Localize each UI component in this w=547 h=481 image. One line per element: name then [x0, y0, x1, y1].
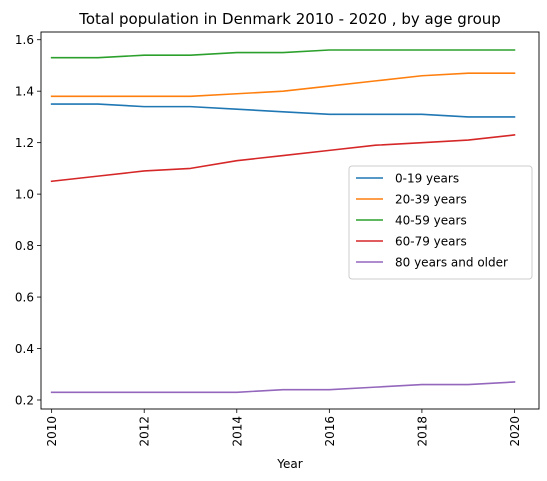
- legend-entry-2: 20-39 years: [395, 192, 467, 206]
- x-tick-label: 2010: [45, 416, 59, 447]
- series-line-2: [50, 72, 516, 98]
- y-tick-label: 1.4: [15, 84, 34, 98]
- x-tick-label: 2012: [138, 416, 152, 447]
- series-line-3: [50, 49, 516, 59]
- x-tick-label: 2020: [508, 416, 522, 447]
- y-tick-label: 1.0: [15, 187, 34, 201]
- x-tick-label: 2014: [230, 416, 244, 447]
- chart-title: Total population in Denmark 2010 - 2020 …: [78, 10, 501, 28]
- legend-entry-1: 0-19 years: [395, 171, 459, 185]
- x-axis-label: Year: [276, 457, 302, 471]
- legend-entry-5: 80 years and older: [395, 255, 508, 269]
- x-tick-label: 2018: [415, 416, 429, 447]
- plot-frame: [40, 31, 540, 410]
- y-tick-label: 0.6: [15, 290, 34, 304]
- series-line-1: [50, 103, 516, 118]
- y-tick-label: 0.4: [15, 342, 34, 356]
- series-line-5: [50, 381, 516, 394]
- y-tick-label: 0.2: [15, 393, 34, 407]
- y-tick-label: 0.8: [15, 239, 34, 253]
- legend: 0-19 years 20-39 years 40-59 years 60-79 ye…: [348, 165, 533, 280]
- plot-lines: [50, 49, 516, 394]
- x-axis: 2010 2012 2014 2016 2018 2020: [45, 409, 522, 447]
- legend-box: [348, 165, 533, 280]
- y-tick-label: 1.6: [15, 33, 34, 47]
- legend-entry-3: 40-59 years: [395, 213, 467, 227]
- y-tick-label: 1.2: [15, 136, 34, 150]
- series-line-4: [50, 134, 516, 183]
- x-tick-label: 2016: [323, 416, 337, 447]
- legend-entry-4: 60-79 years: [395, 234, 467, 248]
- y-axis: 0.2 0.4 0.6 0.8 1.0 1.2 1.4 1.6: [15, 33, 41, 407]
